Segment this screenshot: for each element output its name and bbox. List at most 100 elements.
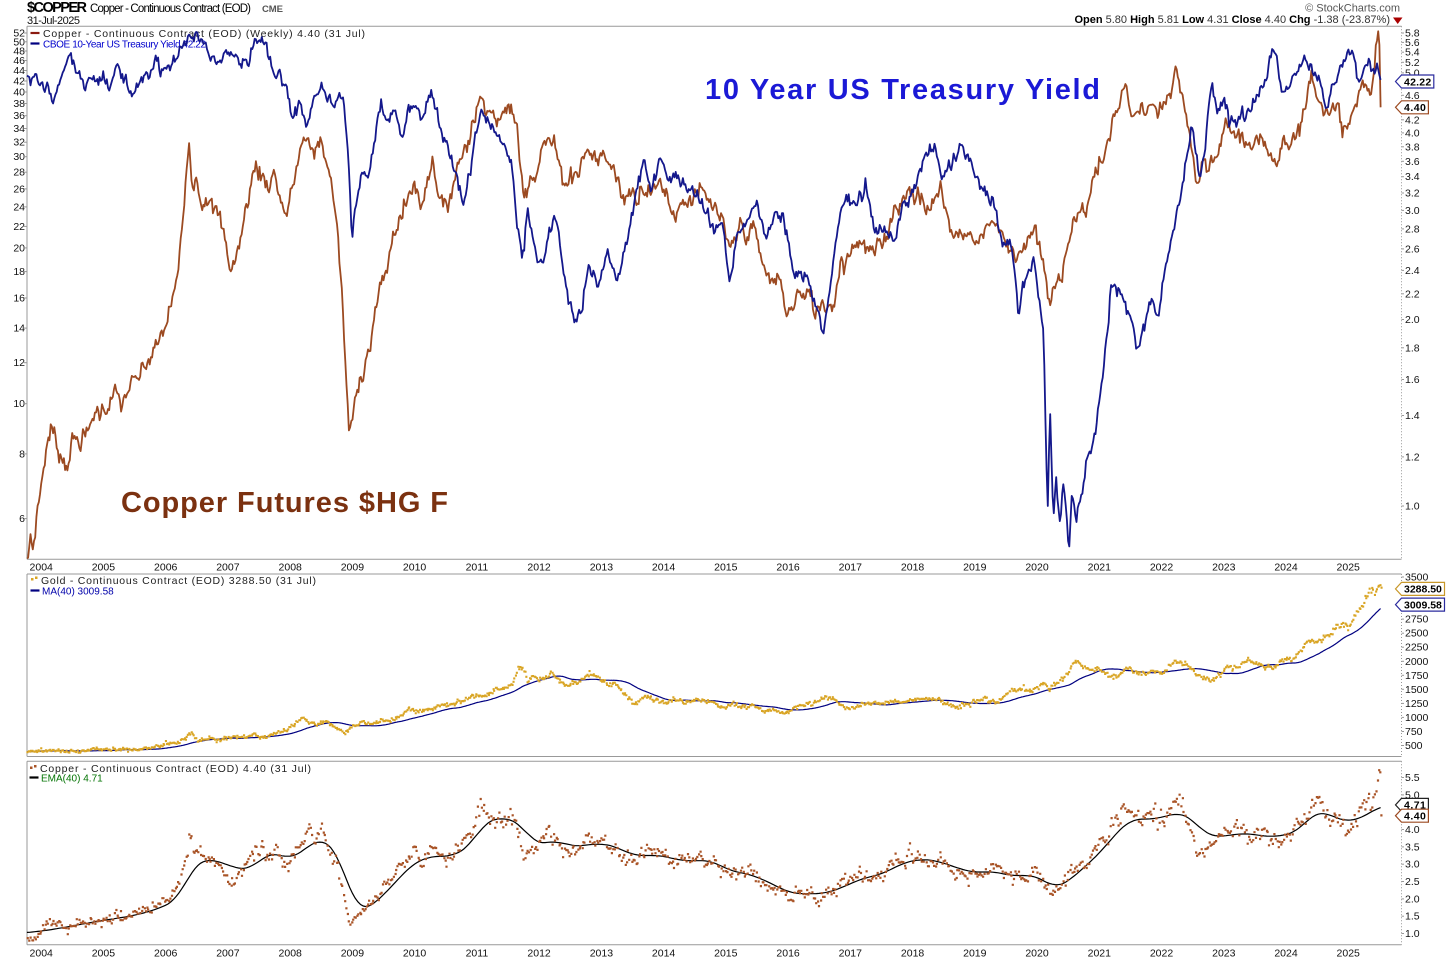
svg-text:3500: 3500 bbox=[1405, 572, 1429, 584]
svg-text:© StockCharts.com: © StockCharts.com bbox=[1305, 3, 1400, 15]
svg-text:Gold - Continuous Contract (EO: Gold - Continuous Contract (EOD) 3288.50… bbox=[41, 575, 316, 587]
svg-text:4.0: 4.0 bbox=[1405, 127, 1420, 139]
svg-text:3009.58: 3009.58 bbox=[1404, 599, 1442, 611]
svg-text:3.8: 3.8 bbox=[1405, 141, 1420, 153]
svg-text:44: 44 bbox=[13, 65, 25, 77]
svg-text:3.6: 3.6 bbox=[1405, 156, 1420, 168]
svg-text:1.0: 1.0 bbox=[1405, 501, 1420, 513]
svg-text:3.2: 3.2 bbox=[1405, 188, 1420, 200]
svg-text:2016: 2016 bbox=[776, 562, 800, 574]
svg-text:2020: 2020 bbox=[1025, 562, 1049, 574]
svg-text:5.8: 5.8 bbox=[1405, 28, 1420, 40]
svg-text:2004: 2004 bbox=[30, 562, 54, 574]
svg-text:10: 10 bbox=[13, 398, 25, 410]
svg-text:46: 46 bbox=[13, 55, 25, 67]
svg-text:34: 34 bbox=[13, 123, 25, 135]
svg-text:EMA(40) 4.71: EMA(40) 4.71 bbox=[41, 774, 103, 785]
svg-text:2008: 2008 bbox=[279, 562, 303, 574]
svg-text:$COPPER: $COPPER bbox=[27, 0, 88, 16]
svg-text:2024: 2024 bbox=[1274, 948, 1298, 960]
svg-text:2018: 2018 bbox=[901, 562, 925, 574]
svg-text:2.0: 2.0 bbox=[1405, 893, 1420, 905]
svg-text:3288.50: 3288.50 bbox=[1404, 584, 1442, 596]
svg-text:3.0: 3.0 bbox=[1405, 859, 1420, 871]
svg-text:2025: 2025 bbox=[1337, 562, 1361, 574]
svg-text:2008: 2008 bbox=[279, 948, 303, 960]
svg-text:2013: 2013 bbox=[590, 562, 614, 574]
svg-text:14: 14 bbox=[13, 323, 25, 335]
svg-text:2010: 2010 bbox=[403, 948, 427, 960]
svg-text:5.5: 5.5 bbox=[1405, 772, 1420, 784]
svg-text:4.0: 4.0 bbox=[1405, 824, 1420, 836]
svg-text:2014: 2014 bbox=[652, 948, 676, 960]
svg-text:CME: CME bbox=[262, 4, 283, 15]
svg-text:2012: 2012 bbox=[527, 562, 551, 574]
svg-text:20: 20 bbox=[13, 242, 25, 254]
svg-text:2.4: 2.4 bbox=[1405, 265, 1420, 277]
svg-text:38: 38 bbox=[13, 98, 25, 110]
svg-text:30: 30 bbox=[13, 151, 25, 163]
svg-text:2022: 2022 bbox=[1150, 562, 1174, 574]
svg-text:2024: 2024 bbox=[1274, 562, 1298, 574]
svg-text:2020: 2020 bbox=[1025, 948, 1049, 960]
svg-text:Copper Futures $HG F: Copper Futures $HG F bbox=[121, 487, 448, 519]
svg-text:28: 28 bbox=[13, 167, 25, 179]
svg-text:5.4: 5.4 bbox=[1405, 47, 1420, 59]
svg-text:3.0: 3.0 bbox=[1405, 205, 1420, 217]
svg-text:6: 6 bbox=[19, 513, 25, 525]
svg-text:2014: 2014 bbox=[652, 562, 676, 574]
svg-text:2023: 2023 bbox=[1212, 562, 1236, 574]
svg-text:36: 36 bbox=[13, 110, 25, 122]
svg-text:12: 12 bbox=[13, 357, 25, 369]
svg-text:2005: 2005 bbox=[92, 948, 116, 960]
svg-text:CBOE 10-Year US Treasury Yield: CBOE 10-Year US Treasury Yield 42.22 bbox=[43, 40, 206, 51]
svg-text:31-Jul-2025: 31-Jul-2025 bbox=[27, 15, 80, 27]
svg-text:2250: 2250 bbox=[1405, 642, 1429, 654]
svg-text:2013: 2013 bbox=[590, 948, 614, 960]
svg-text:1750: 1750 bbox=[1405, 670, 1429, 682]
svg-text:2007: 2007 bbox=[216, 562, 240, 574]
svg-text:5.2: 5.2 bbox=[1405, 57, 1420, 69]
svg-text:24: 24 bbox=[13, 201, 25, 213]
svg-text:3.4: 3.4 bbox=[1405, 171, 1420, 183]
svg-text:2018: 2018 bbox=[901, 948, 925, 960]
svg-text:2006: 2006 bbox=[154, 562, 178, 574]
svg-text:2.5: 2.5 bbox=[1405, 876, 1420, 888]
svg-text:40: 40 bbox=[13, 87, 25, 99]
svg-text:3.5: 3.5 bbox=[1405, 841, 1420, 853]
svg-text:2011: 2011 bbox=[466, 948, 489, 960]
svg-text:42: 42 bbox=[13, 76, 25, 88]
svg-text:8: 8 bbox=[19, 448, 25, 460]
svg-text:2.2: 2.2 bbox=[1405, 288, 1420, 300]
svg-text:16: 16 bbox=[13, 293, 25, 305]
svg-text:1.8: 1.8 bbox=[1405, 342, 1420, 354]
svg-text:2017: 2017 bbox=[839, 948, 863, 960]
svg-text:1.0: 1.0 bbox=[1405, 928, 1420, 940]
svg-text:22: 22 bbox=[13, 221, 25, 233]
svg-text:1.2: 1.2 bbox=[1405, 451, 1420, 463]
svg-text:2004: 2004 bbox=[30, 948, 54, 960]
svg-text:2021: 2021 bbox=[1088, 562, 1112, 574]
svg-text:2022: 2022 bbox=[1150, 948, 1174, 960]
svg-text:32: 32 bbox=[13, 137, 25, 149]
svg-text:26: 26 bbox=[13, 183, 25, 195]
svg-text:1.6: 1.6 bbox=[1405, 374, 1420, 386]
svg-text:1000: 1000 bbox=[1405, 712, 1429, 724]
svg-text:Copper - Continuous Contract (: Copper - Continuous Contract (EOD) (Week… bbox=[43, 28, 365, 40]
svg-text:4.6: 4.6 bbox=[1405, 90, 1420, 102]
svg-text:2016: 2016 bbox=[776, 948, 800, 960]
svg-text:2017: 2017 bbox=[839, 562, 863, 574]
svg-text:42.22: 42.22 bbox=[1404, 76, 1431, 88]
svg-text:48: 48 bbox=[13, 46, 25, 58]
svg-text:2005: 2005 bbox=[92, 562, 116, 574]
svg-text:2011: 2011 bbox=[466, 562, 489, 574]
svg-text:2019: 2019 bbox=[963, 562, 987, 574]
svg-text:2023: 2023 bbox=[1212, 948, 1236, 960]
svg-text:2015: 2015 bbox=[714, 948, 738, 960]
svg-text:2010: 2010 bbox=[403, 562, 427, 574]
svg-text:50: 50 bbox=[13, 36, 25, 48]
svg-text:2.6: 2.6 bbox=[1405, 243, 1420, 255]
svg-text:500: 500 bbox=[1405, 740, 1423, 752]
svg-text:2015: 2015 bbox=[714, 562, 738, 574]
svg-text:2.8: 2.8 bbox=[1405, 223, 1420, 235]
